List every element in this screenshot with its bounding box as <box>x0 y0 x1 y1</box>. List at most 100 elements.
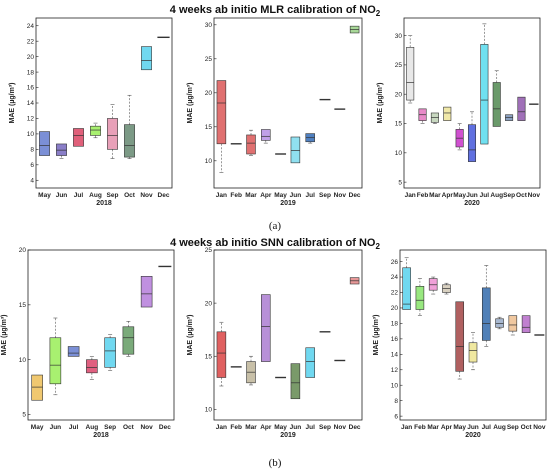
box-body <box>49 337 62 385</box>
box-nov <box>140 276 153 308</box>
box-jul <box>480 23 489 145</box>
box-mar <box>430 112 439 124</box>
x-tick-label: May <box>274 424 287 431</box>
x-tick-label: Nov <box>334 424 347 431</box>
chart-panel-4: 5 10 15 20 May Jun Jul Aug Sep Oct Nov Dec 2018 MAE (… <box>1 247 175 439</box>
x-tick-label: Sep <box>319 192 331 199</box>
box-jan <box>406 35 415 104</box>
box-sep <box>104 334 116 371</box>
box-jun <box>290 363 301 400</box>
x-tick-label: Aug <box>86 424 99 431</box>
chart-panel-6: 6 8 10 12 14 16 18 20 22 24 26 Jan Feb Mar Apr May Jun Ju… <box>373 249 547 439</box>
box-body <box>107 118 118 150</box>
y-tick-label: 16 <box>27 85 35 92</box>
box-body <box>141 46 152 71</box>
box-apr <box>261 294 271 362</box>
plot-frame <box>213 17 363 189</box>
y-tick-label: 15 <box>205 353 213 360</box>
x-tick-label: Nov <box>140 424 153 431</box>
box-body <box>290 136 301 164</box>
box-body <box>67 346 80 357</box>
box-body <box>216 331 227 378</box>
box-may <box>31 374 43 401</box>
x-tick-label: Oct <box>521 424 533 431</box>
box-jul <box>305 133 315 144</box>
box-aug <box>86 356 98 380</box>
box-mar <box>246 355 256 386</box>
box-jun <box>468 332 478 371</box>
top-figure-title: 4 weeks ab initio MLR calibration of NO2 <box>169 4 381 19</box>
y-tick-label: 12 <box>27 116 35 123</box>
y-tick-label: 15 <box>395 121 403 128</box>
x-axis-label: 2020 <box>464 200 480 207</box>
box-jul <box>67 346 80 357</box>
y-tick-label: 10 <box>27 131 35 138</box>
bottom-figure-caption: (b) <box>268 457 282 469</box>
x-tick-label: Sep <box>104 424 116 431</box>
y-axis-label: MAE (µg/m³) <box>187 315 194 356</box>
box-jun <box>290 136 301 164</box>
x-tick-label: Sep <box>507 424 519 431</box>
x-tick-label: Jul <box>69 424 79 431</box>
box-aug <box>495 316 504 330</box>
x-tick-label: Feb <box>230 424 242 431</box>
box-body <box>122 326 135 355</box>
x-tick-label: Feb <box>414 424 426 431</box>
chart-panel-5: 10 15 20 25 Jan Feb Mar Apr May Jun Jul Sep Nov Dec 20… <box>187 247 363 439</box>
y-axis-label: MAE (µg/m³) <box>373 315 380 356</box>
box-body <box>428 278 438 291</box>
y-tick-label: 4 <box>30 177 34 184</box>
x-tick-label: Nov <box>140 192 153 199</box>
chart-panel-2: 10 15 20 25 30 Jan Feb Mar Apr May Jun Jul Sep Nov Dec… <box>187 17 363 207</box>
box-jul <box>305 347 315 378</box>
y-tick-label: 10 <box>205 407 213 414</box>
box-sep <box>508 315 518 336</box>
box-apr <box>261 129 271 144</box>
y-tick-label: 12 <box>391 367 399 374</box>
y-tick-label: 26 <box>391 259 399 266</box>
y-tick-label: 20 <box>391 305 399 312</box>
box-body <box>481 287 491 341</box>
y-tick-label: 20 <box>205 90 213 97</box>
box-may <box>455 123 464 151</box>
y-tick-label: 8 <box>30 147 34 154</box>
box-aug <box>90 122 101 139</box>
x-tick-label: Jul <box>305 192 315 199</box>
x-tick-label: Oct <box>124 192 136 199</box>
box-oct <box>122 320 135 357</box>
y-axis-label: MAE (µg/m³) <box>377 83 384 124</box>
x-tick-label: Aug <box>89 192 102 199</box>
x-tick-label: Nov <box>334 192 347 199</box>
y-tick-label: 20 <box>19 247 27 254</box>
y-tick-label: 22 <box>27 38 35 45</box>
box-jun <box>56 143 67 159</box>
box-body <box>56 143 67 156</box>
box-nov <box>141 46 152 71</box>
box-may <box>455 301 465 380</box>
x-tick-label: Jul <box>482 424 492 431</box>
box-jan <box>402 257 411 310</box>
box-jul <box>481 265 491 347</box>
box-body <box>124 124 135 158</box>
y-tick-label: 15 <box>205 124 213 131</box>
x-tick-label: May <box>38 192 51 199</box>
box-body <box>86 359 98 374</box>
box-body <box>455 301 465 372</box>
box-body <box>495 318 504 328</box>
y-tick-label: 15 <box>19 302 27 309</box>
y-tick-label: 5 <box>398 179 402 186</box>
x-tick-label: Sep <box>503 192 515 199</box>
box-jun <box>49 317 62 396</box>
x-tick-label: May <box>31 424 44 431</box>
y-tick-label: 20 <box>395 91 403 98</box>
y-tick-label: 20 <box>27 54 35 61</box>
y-axis-label: MAE (µg/m³) <box>9 83 16 124</box>
box-body <box>73 128 84 147</box>
box-body <box>305 347 315 378</box>
y-axis-label: MAE (µg/m³) <box>1 315 8 356</box>
y-tick-label: 6 <box>394 413 398 420</box>
x-tick-label: Jun <box>466 192 478 199</box>
y-tick-label: 24 <box>27 23 35 30</box>
box-body <box>31 374 43 401</box>
box-feb <box>415 278 425 316</box>
